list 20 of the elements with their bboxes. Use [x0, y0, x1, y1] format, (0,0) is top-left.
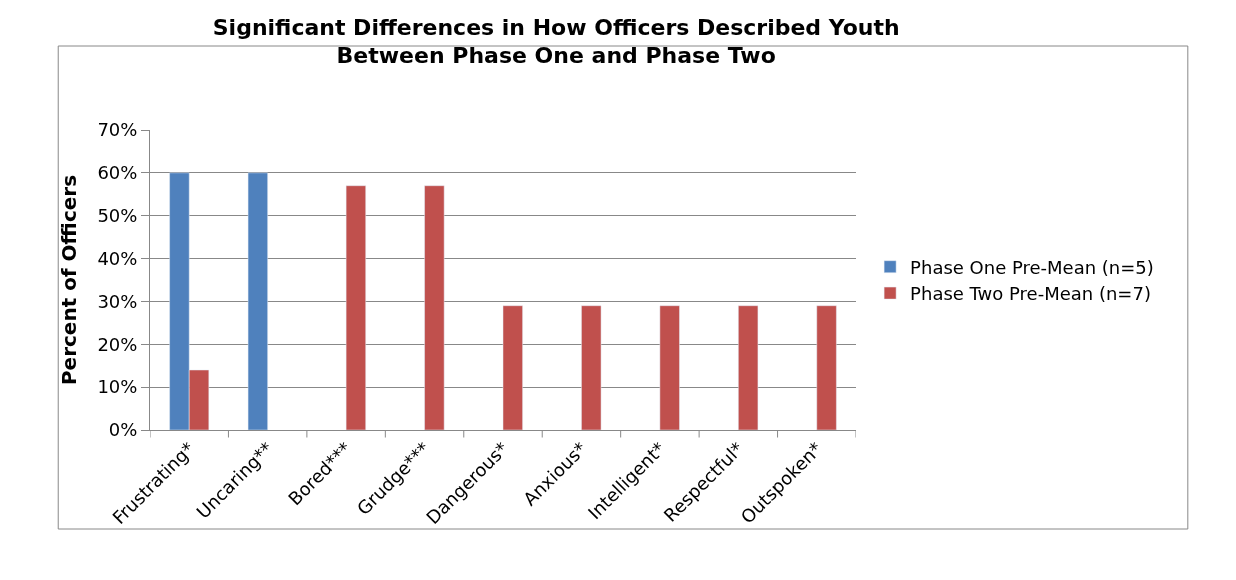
y-tick-label: 0% — [108, 419, 138, 441]
y-tick-label: 30% — [97, 290, 138, 312]
bar — [659, 305, 680, 430]
bar — [345, 185, 366, 430]
bar — [502, 305, 523, 430]
bar — [816, 305, 837, 430]
y-tick-label: 50% — [97, 205, 138, 227]
bar — [424, 185, 445, 430]
y-axis-title: Percent of Officers — [56, 174, 81, 386]
y-tick-label: 70% — [97, 119, 138, 141]
y-tick-label: 20% — [97, 333, 138, 355]
bar — [581, 305, 602, 430]
y-tick-label: 60% — [97, 162, 138, 184]
legend-label: Phase Two Pre-Mean (n=7) — [910, 283, 1151, 305]
bar — [738, 305, 759, 430]
y-tick-label: 10% — [97, 376, 138, 398]
y-tick-label: 40% — [97, 247, 138, 269]
legend-label: Phase One Pre-Mean (n=5) — [910, 256, 1154, 278]
chart-title: Significant Differences in How Officers Described Youth Between Phase One and Phase Two — [212, 14, 900, 69]
bar — [247, 172, 268, 430]
